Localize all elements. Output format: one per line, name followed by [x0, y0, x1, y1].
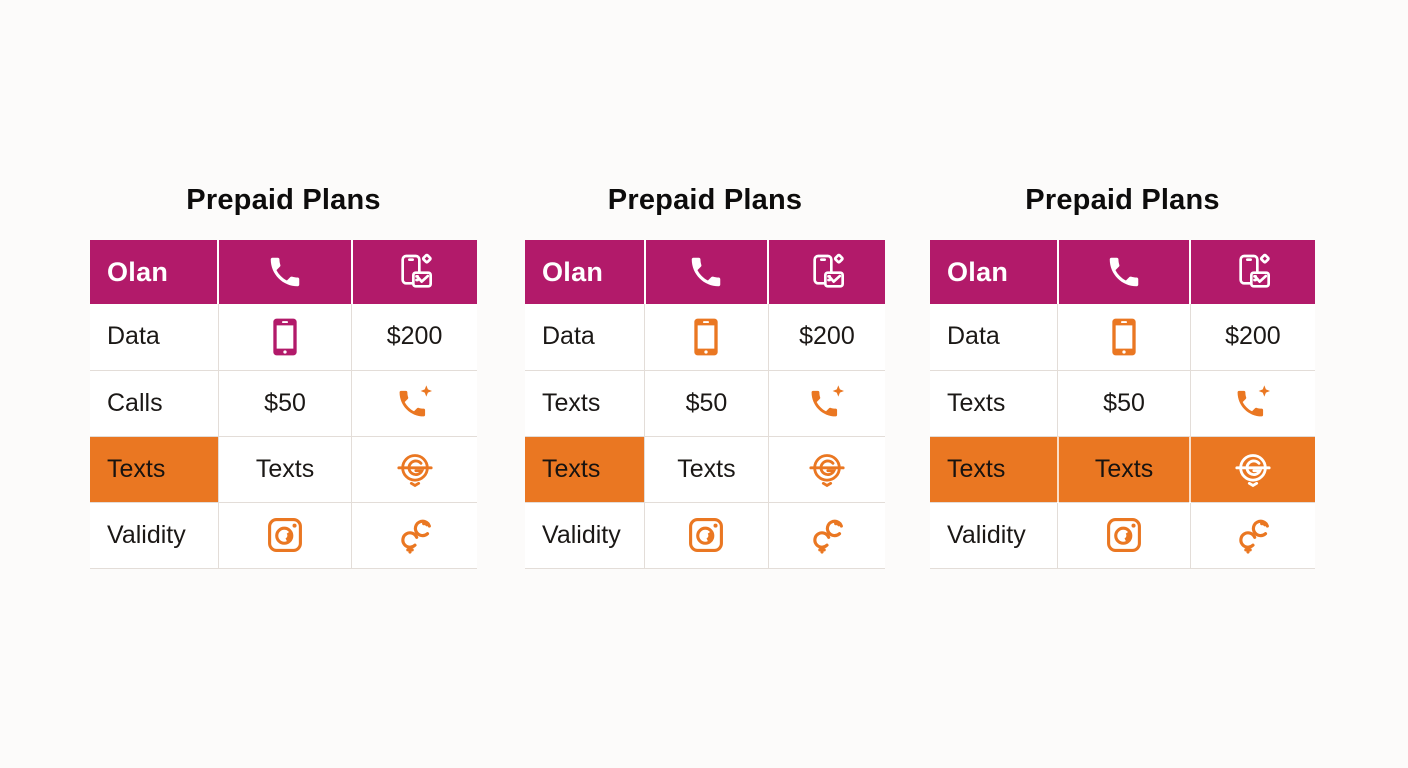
row-label: Calls: [90, 369, 219, 436]
phone-card-check-icon: [807, 252, 847, 292]
phone-sparkle-icon: [807, 383, 847, 423]
header-row: Olan: [525, 240, 885, 304]
row-label: Data: [930, 304, 1058, 370]
header-cell-plan: Olan: [525, 240, 645, 304]
chat-circle-icon: [1233, 449, 1273, 489]
row-cell: [1189, 369, 1315, 436]
prepaid-plans-table: Olan Data $200 Calls $50 Texts Texts: [90, 240, 477, 569]
row-cell: [351, 501, 477, 569]
price-value: $200: [1189, 304, 1315, 370]
table-row-data: Data $200: [930, 304, 1315, 370]
chat-circle-icon: [395, 449, 435, 489]
row-cell: [767, 369, 885, 436]
header-cell-device: [1189, 240, 1315, 304]
table-row-texts: Texts Texts: [525, 435, 885, 502]
price-value: $50: [217, 369, 352, 436]
row-label: Data: [90, 304, 219, 370]
coins-icon: [1233, 515, 1273, 555]
price-value: $50: [1057, 369, 1191, 436]
row-cell: Texts: [644, 435, 769, 502]
plan-table-2: Prepaid Plans Olan Data $200 Texts $50 T…: [525, 183, 885, 569]
row-cell: [351, 369, 477, 436]
row-label: Validity: [90, 501, 219, 569]
plan-table-1: Prepaid Plans Olan Data $200 Calls $50 T…: [90, 183, 477, 569]
header-cell-calls: [1056, 240, 1191, 304]
phone-handset-icon: [266, 253, 304, 291]
camera-icon: [684, 513, 728, 557]
row-cell: [1057, 304, 1191, 370]
phone-handset-icon: [687, 253, 725, 291]
table-row-data: Data $200: [525, 304, 885, 370]
row-cell: Texts: [1056, 435, 1191, 502]
row-cell: [217, 304, 352, 370]
coins-icon: [395, 515, 435, 555]
camera-icon: [1102, 513, 1146, 557]
row-cell: [644, 304, 769, 370]
plan-table-3: Prepaid Plans Olan Data $200 Texts $50 T…: [930, 183, 1315, 569]
plan-table-title: Prepaid Plans: [607, 184, 803, 216]
price-value: $200: [351, 304, 477, 370]
table-row-texts-price: Texts $50: [525, 369, 885, 436]
row-cell: [1189, 435, 1315, 502]
prepaid-plans-table: Olan Data $200 Texts $50 Texts Texts: [930, 240, 1315, 569]
header-cell-device: [350, 240, 477, 304]
phone-card-check-icon: [1233, 252, 1273, 292]
coins-icon: [807, 515, 847, 555]
row-label: Texts: [930, 369, 1058, 436]
phone-card-check-icon: [395, 252, 435, 292]
row-label-highlighted: Texts: [930, 435, 1058, 502]
row-cell: Texts: [217, 435, 352, 502]
table-row-data: Data $200: [90, 304, 477, 370]
camera-icon: [263, 513, 307, 557]
phone-sparkle-icon: [395, 383, 435, 423]
plan-table-title: Prepaid Plans: [1025, 184, 1220, 216]
row-label: Validity: [525, 501, 645, 569]
table-row-texts-highlighted: Texts Texts: [930, 435, 1315, 502]
row-label: Validity: [930, 501, 1058, 569]
row-label-highlighted: Texts: [525, 435, 645, 502]
row-label-highlighted: Texts: [90, 435, 219, 502]
row-label: Texts: [525, 369, 645, 436]
chat-circle-icon: [807, 449, 847, 489]
row-cell: [217, 501, 352, 569]
row-cell: [767, 435, 885, 502]
row-cell: [1189, 501, 1315, 569]
row-cell: [644, 501, 769, 569]
table-row-calls: Calls $50: [90, 369, 477, 436]
header-cell-plan: Olan: [930, 240, 1058, 304]
smartphone-icon: [686, 317, 726, 357]
table-row-texts: Texts Texts: [90, 435, 477, 502]
table-row-validity: Validity: [90, 501, 477, 569]
row-cell: [351, 435, 477, 502]
table-row-validity: Validity: [525, 501, 885, 569]
price-value: $200: [767, 304, 885, 370]
phone-sparkle-icon: [1233, 383, 1273, 423]
table-row-validity: Validity: [930, 501, 1315, 569]
plan-table-title: Prepaid Plans: [186, 184, 381, 216]
smartphone-icon: [1104, 317, 1144, 357]
table-row-texts-price: Texts $50: [930, 369, 1315, 436]
row-cell: [767, 501, 885, 569]
row-label: Data: [525, 304, 645, 370]
prepaid-plans-table: Olan Data $200 Texts $50 Texts Texts: [525, 240, 885, 569]
header-cell-plan: Olan: [90, 240, 219, 304]
phone-handset-icon: [1105, 253, 1143, 291]
header-row: Olan: [930, 240, 1315, 304]
header-row: Olan: [90, 240, 477, 304]
row-cell: [1057, 501, 1191, 569]
header-cell-calls: [643, 240, 769, 304]
header-cell-calls: [217, 240, 352, 304]
header-cell-device: [767, 240, 885, 304]
price-value: $50: [644, 369, 769, 436]
smartphone-icon: [265, 317, 305, 357]
